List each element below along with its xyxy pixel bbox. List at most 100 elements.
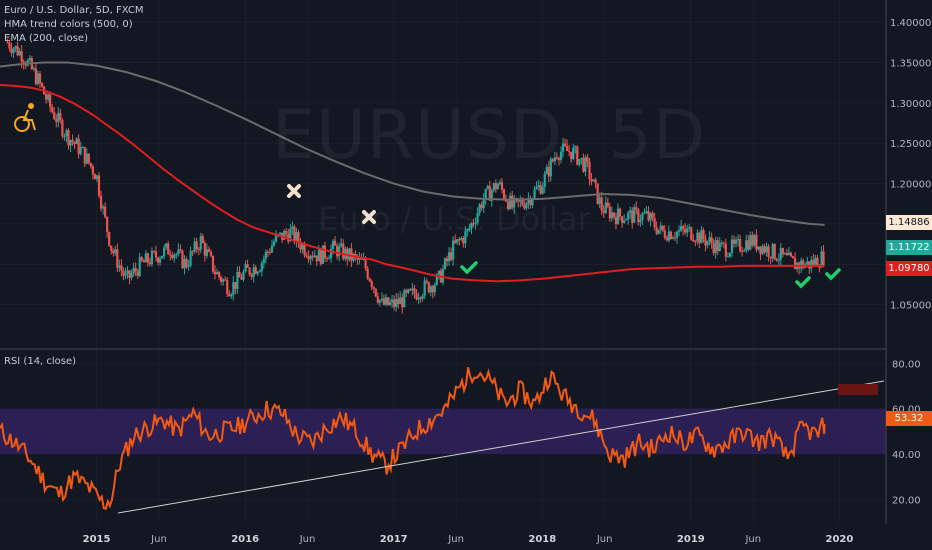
candle-body bbox=[401, 297, 404, 308]
candle-body bbox=[260, 262, 263, 272]
candle-body bbox=[185, 258, 188, 267]
candle-body bbox=[739, 238, 742, 252]
candle-body bbox=[767, 246, 770, 257]
candle-body bbox=[509, 195, 512, 209]
time-tick-label: Jun bbox=[447, 534, 464, 545]
candle-body bbox=[694, 241, 697, 243]
candle-body bbox=[570, 151, 573, 159]
candle-body bbox=[309, 255, 312, 260]
hma-legend[interactable]: HMA trend colors (500, 0) bbox=[4, 19, 133, 30]
candle-body bbox=[295, 232, 298, 242]
candle-body bbox=[543, 174, 546, 187]
price-tick-label: 1.25000 bbox=[890, 139, 931, 150]
candle-body bbox=[81, 147, 84, 149]
candle-body bbox=[673, 237, 677, 239]
candle-body bbox=[492, 183, 495, 191]
candle-body bbox=[688, 227, 691, 229]
candle-body bbox=[545, 167, 548, 175]
candle-body bbox=[55, 119, 58, 122]
ema-legend[interactable]: EMA (200, close) bbox=[4, 33, 88, 44]
candle-body bbox=[649, 213, 652, 221]
candle-body bbox=[488, 185, 491, 201]
candle-body bbox=[287, 233, 290, 242]
candle-body bbox=[441, 268, 445, 283]
candle-body bbox=[207, 249, 211, 252]
candle-body bbox=[566, 145, 569, 152]
candle-body bbox=[486, 185, 489, 189]
candle-body bbox=[368, 278, 371, 282]
candle-body bbox=[382, 298, 386, 305]
candle-body bbox=[539, 185, 542, 194]
symbol-legend[interactable]: Euro / U.S. Dollar, 5D, FXCM bbox=[4, 5, 144, 16]
candle-body bbox=[354, 253, 357, 257]
candle-body bbox=[331, 240, 335, 249]
candle-body bbox=[226, 280, 229, 295]
candle-body bbox=[44, 94, 48, 100]
candle-body bbox=[132, 268, 135, 274]
candle-body bbox=[217, 272, 221, 277]
candle-body bbox=[234, 282, 237, 289]
candle-body bbox=[462, 238, 465, 244]
cross-icon bbox=[287, 184, 301, 198]
candle-body bbox=[620, 216, 624, 223]
candle-body bbox=[706, 241, 709, 246]
candle-body bbox=[93, 174, 97, 180]
candle-body bbox=[726, 256, 729, 258]
candle-body bbox=[63, 136, 66, 138]
candle-body bbox=[604, 202, 607, 214]
rsi-legend[interactable]: RSI (14, close) bbox=[4, 356, 77, 367]
candle-body bbox=[311, 255, 314, 258]
cross-icon bbox=[362, 210, 376, 224]
candle-body bbox=[582, 157, 585, 172]
last-price-tag: 1.11722 bbox=[886, 240, 932, 255]
candle-body bbox=[763, 246, 766, 253]
hma-line bbox=[0, 61, 825, 226]
candle-body bbox=[252, 267, 255, 277]
candle-body bbox=[36, 73, 40, 85]
candle-body bbox=[606, 202, 609, 207]
candle-body bbox=[61, 120, 64, 137]
candle-body bbox=[83, 147, 86, 164]
candle-body bbox=[708, 237, 711, 242]
candle-body bbox=[671, 237, 675, 239]
candle-body bbox=[256, 271, 259, 274]
candle-body bbox=[645, 211, 648, 213]
candle-body bbox=[633, 207, 636, 223]
candle-body bbox=[714, 240, 717, 253]
candle-body bbox=[777, 259, 780, 261]
candle-body bbox=[340, 243, 343, 247]
candle-body bbox=[140, 257, 143, 261]
candle-body bbox=[667, 231, 670, 241]
candle-body bbox=[242, 271, 245, 280]
candle-body bbox=[635, 207, 638, 210]
candle-body bbox=[297, 232, 300, 244]
candle-body bbox=[724, 243, 727, 257]
candle-body bbox=[110, 245, 113, 251]
candle-body bbox=[69, 140, 72, 146]
candle-body bbox=[484, 188, 487, 200]
candle-body bbox=[470, 223, 473, 229]
price-tick-label: 1.20000 bbox=[890, 180, 931, 191]
candle-body bbox=[679, 226, 683, 231]
candle-body bbox=[576, 146, 579, 165]
candle-body bbox=[114, 249, 117, 254]
candle-body bbox=[663, 230, 666, 238]
candle-body bbox=[211, 255, 215, 272]
candle-body bbox=[779, 247, 782, 260]
candle-body bbox=[618, 208, 622, 217]
candle-body bbox=[130, 273, 133, 278]
candle-body bbox=[167, 243, 170, 255]
candle-body bbox=[533, 189, 536, 199]
candle-body bbox=[535, 187, 538, 190]
candle-body bbox=[745, 240, 748, 251]
candle-body bbox=[608, 206, 611, 219]
candle-body bbox=[409, 289, 412, 291]
candle-body bbox=[525, 202, 528, 209]
candle-body bbox=[10, 48, 13, 54]
candle-body bbox=[348, 248, 351, 260]
time-tick-label: 2018 bbox=[528, 534, 556, 545]
candle-body bbox=[690, 227, 693, 240]
candle-body bbox=[555, 157, 559, 159]
candle-body bbox=[816, 257, 819, 267]
